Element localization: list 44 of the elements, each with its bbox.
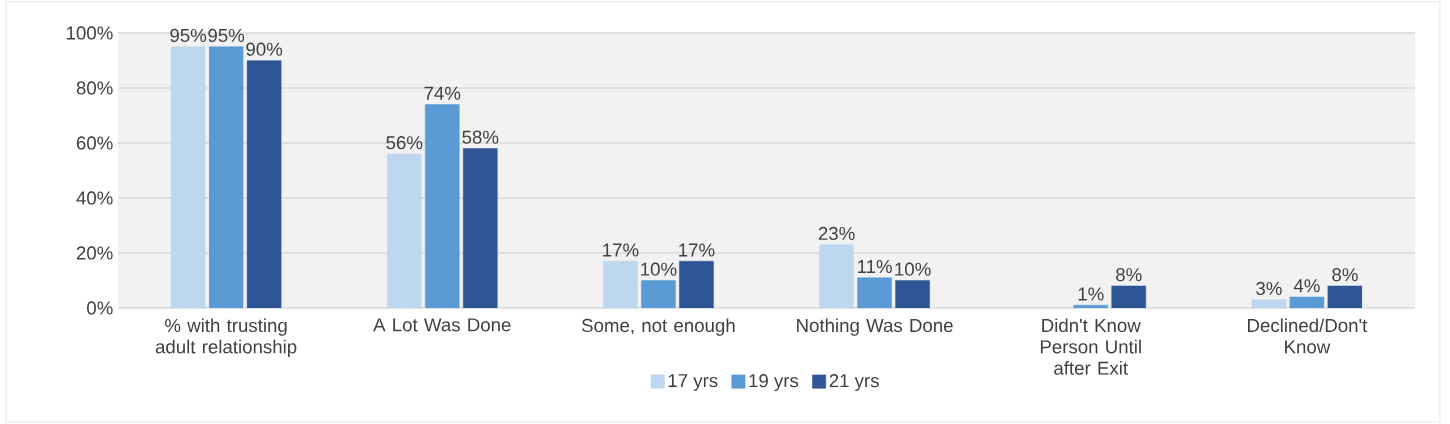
- data-label: 10%: [895, 262, 931, 276]
- data-label: 17%: [603, 243, 639, 257]
- x-tick-label: A Lot Was Done: [373, 318, 511, 332]
- bar: [1073, 304, 1109, 308]
- legend-label: 17 yrs: [668, 374, 718, 391]
- y-tick-label: 80%: [76, 81, 113, 95]
- data-label: 95%: [208, 28, 245, 43]
- bar: [895, 280, 930, 308]
- bar: [208, 46, 244, 308]
- legend-label: 21 yrs: [829, 374, 879, 391]
- data-label: 95%: [170, 28, 207, 43]
- data-label: 8%: [1116, 268, 1142, 282]
- x-tick-label: Didn't Know Person Until after Exit: [1040, 318, 1141, 375]
- bar: [1111, 285, 1147, 308]
- data-label: 23%: [818, 226, 855, 241]
- data-label: 74%: [424, 86, 461, 100]
- data-label: 1%: [1078, 287, 1104, 301]
- data-label: 11%: [858, 259, 892, 274]
- y-tick-label: 60%: [76, 136, 113, 150]
- data-label: 58%: [462, 130, 499, 144]
- data-label: 17%: [679, 243, 715, 257]
- bar: [246, 60, 282, 308]
- bar: [679, 260, 714, 308]
- data-label: 8%: [1332, 268, 1358, 282]
- x-tick-label: Declined/Don't Know: [1248, 318, 1368, 354]
- y-tick-label: 40%: [76, 191, 113, 205]
- legend-label: 19 yrs: [749, 374, 799, 391]
- y-tick-label: 0%: [87, 301, 113, 315]
- bar: [857, 277, 892, 308]
- x-tick-label: % with trusting adult relationship: [155, 318, 297, 358]
- bar: [1289, 296, 1325, 308]
- data-label: 56%: [386, 136, 423, 150]
- x-tick-label: Some, not enough: [581, 318, 735, 336]
- bar: [641, 280, 676, 308]
- data-label: 10%: [641, 262, 677, 276]
- data-label: 4%: [1293, 279, 1320, 293]
- x-tick-label: Nothing Was Done: [797, 318, 953, 336]
- bar: [462, 148, 498, 308]
- y-tick-label: 100%: [66, 26, 113, 40]
- bar: [1327, 285, 1363, 308]
- bar: [424, 104, 460, 308]
- data-label: 3%: [1256, 281, 1282, 296]
- y-tick-label: 20%: [76, 246, 113, 260]
- data-label: 90%: [246, 42, 283, 56]
